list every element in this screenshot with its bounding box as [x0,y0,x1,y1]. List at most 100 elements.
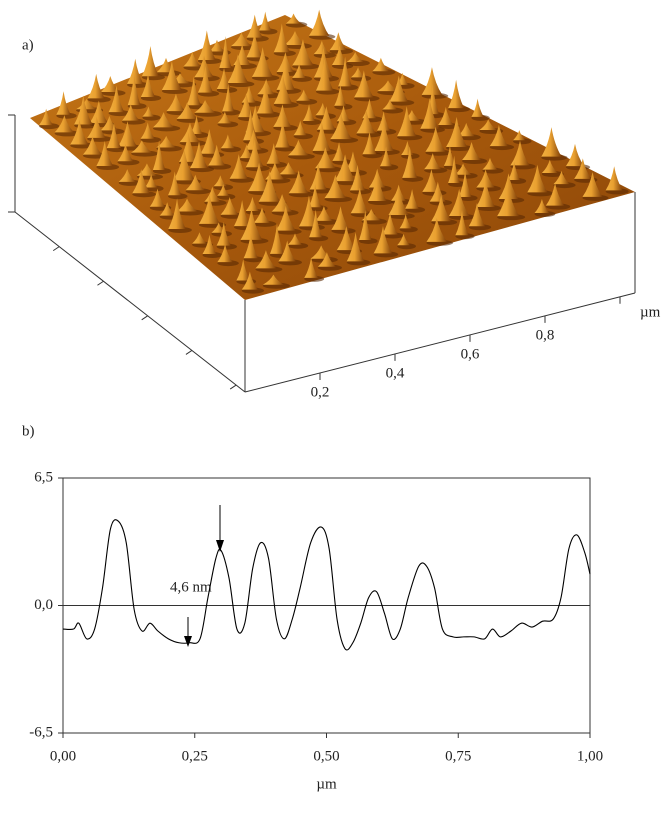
peak [401,141,414,156]
peak [389,75,409,102]
peak [313,47,334,78]
peak [246,32,263,58]
peak [117,143,134,162]
peak [70,119,89,145]
peak [220,197,239,215]
peak [312,121,332,151]
peak [200,129,219,154]
peak [141,45,159,77]
peak [329,32,348,51]
x-tick-label: 0,25 [182,748,208,764]
y-tick-label: -6,5 [29,724,53,740]
peak [462,141,482,160]
peak [262,274,285,285]
peak [259,11,272,31]
annotation: 4,6 nm [170,579,212,595]
peak [220,134,235,149]
peak [287,233,303,245]
peak [159,202,175,216]
peak [284,30,306,46]
peak [513,130,526,141]
peak [446,116,468,148]
tick-mark [229,384,237,390]
peak [273,23,290,53]
peak [190,141,209,169]
peak [194,55,214,78]
peak [377,80,399,92]
tick-mark [52,246,60,252]
peak [498,173,519,200]
peak [574,158,592,179]
peak [374,120,394,151]
peak [315,147,336,169]
peak [288,139,309,156]
peak [230,32,252,47]
peak [541,127,562,157]
peak [101,75,120,92]
peak [276,58,296,90]
peak [87,73,105,99]
peak [197,65,214,93]
peak [140,74,156,97]
peak [168,198,186,229]
peak [140,122,155,139]
peak [127,73,141,106]
peak [246,14,263,38]
x-tick-label: 0,50 [313,748,339,764]
peak [243,109,258,141]
peak [476,180,496,207]
arrow [184,505,224,647]
peak [183,51,202,67]
peak [455,210,469,236]
peak [144,174,158,188]
peak [497,185,520,217]
peak [229,154,248,179]
peak [216,67,232,89]
peak [257,78,275,95]
peak [186,76,201,106]
peak [304,257,319,278]
peak [377,111,391,131]
peak [166,93,186,112]
peak [553,170,570,185]
peak [74,95,93,125]
peak [471,98,484,117]
peak [397,106,417,137]
peak [240,208,263,240]
peak [56,91,71,115]
peak [292,64,307,78]
peak [372,57,390,72]
peak [255,250,277,269]
peak [176,102,198,119]
peak [458,170,472,197]
peak [227,54,249,84]
tick-mark [97,280,104,286]
peak [296,89,312,101]
peak [361,208,381,221]
peak [271,194,293,212]
peak [275,119,291,148]
peak [213,175,228,187]
peak [168,171,182,196]
peak [545,182,565,206]
peak [354,70,374,98]
peak [508,161,521,180]
peak [253,207,271,223]
peak [256,82,275,114]
peak [382,212,398,235]
peak [309,209,323,238]
peak [89,100,109,124]
peak [39,108,54,126]
peak [346,232,365,262]
x-tick-label: 0,75 [445,748,471,764]
peak [534,199,550,213]
peak [204,186,221,202]
axis-tick-label: 0,6 [461,346,480,362]
x-axis-label: µm [316,776,337,792]
peak [222,83,235,112]
peak [132,169,151,194]
peak [293,120,307,136]
axis-label: µm [640,304,661,320]
peak [275,205,296,231]
